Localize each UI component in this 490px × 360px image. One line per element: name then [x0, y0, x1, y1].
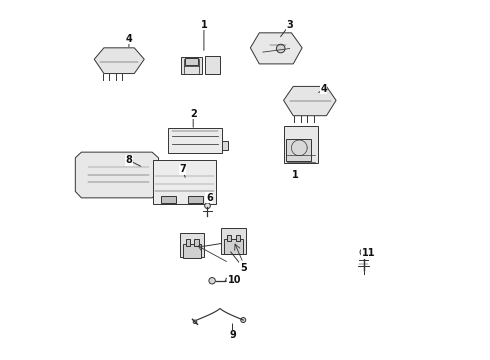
Text: 4: 4	[320, 84, 327, 94]
Bar	[161, 196, 176, 203]
Bar	[180, 233, 204, 257]
Text: 6: 6	[206, 193, 213, 203]
Text: 2: 2	[190, 109, 196, 119]
Bar	[186, 239, 190, 246]
Polygon shape	[75, 152, 159, 198]
Circle shape	[241, 318, 245, 323]
Text: 5: 5	[240, 262, 246, 273]
Text: 9: 9	[229, 330, 236, 341]
Text: 3: 3	[286, 19, 293, 30]
Bar	[183, 244, 201, 258]
Text: 11: 11	[362, 248, 375, 258]
Bar	[221, 228, 245, 253]
Text: 4: 4	[125, 34, 132, 44]
Circle shape	[193, 320, 197, 324]
Polygon shape	[94, 48, 144, 73]
Text: 8: 8	[125, 156, 132, 165]
Circle shape	[276, 44, 285, 53]
Bar	[224, 239, 243, 253]
Circle shape	[360, 249, 367, 256]
Polygon shape	[284, 86, 336, 116]
Bar	[205, 56, 220, 74]
Polygon shape	[153, 160, 216, 204]
Bar	[222, 141, 228, 150]
Bar	[185, 58, 198, 64]
Text: 1: 1	[292, 170, 298, 180]
Text: 7: 7	[179, 164, 186, 174]
Circle shape	[205, 203, 210, 208]
Bar	[194, 239, 198, 246]
Polygon shape	[168, 128, 222, 153]
Bar	[285, 126, 318, 163]
Text: 1: 1	[200, 19, 207, 30]
Bar	[227, 235, 231, 242]
Bar	[236, 235, 240, 242]
Bar	[188, 196, 203, 203]
Bar	[286, 139, 312, 161]
Polygon shape	[250, 33, 302, 64]
Circle shape	[209, 278, 215, 284]
Bar	[181, 57, 202, 74]
Text: 10: 10	[227, 275, 241, 285]
